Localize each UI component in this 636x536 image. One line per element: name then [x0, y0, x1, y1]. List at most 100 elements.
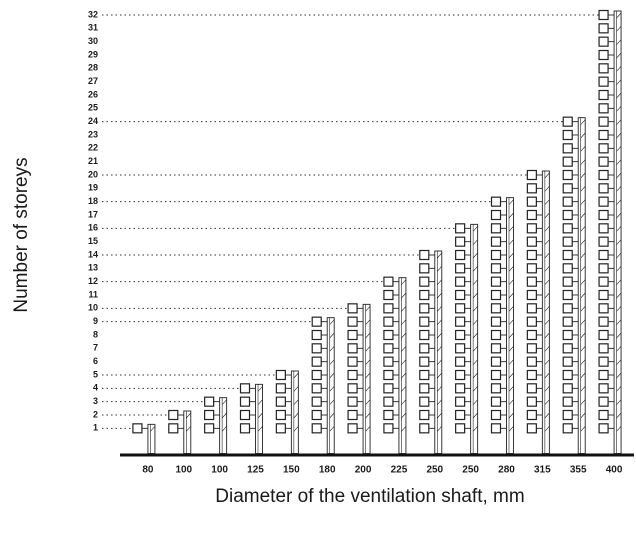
hatch	[580, 252, 586, 259]
storey-box	[490, 249, 502, 261]
y-tick-label: 17	[88, 209, 98, 219]
storey-box	[419, 383, 430, 394]
storey-box	[562, 129, 573, 141]
storey-box	[311, 409, 322, 421]
x-tick-label: 225	[391, 465, 408, 476]
hatch	[616, 279, 622, 285]
hatch	[580, 212, 586, 219]
hatch	[437, 279, 443, 285]
storey-box	[526, 423, 537, 434]
hatch	[508, 252, 514, 259]
storey-box	[526, 303, 537, 314]
hatch	[437, 399, 443, 405]
hatch	[401, 399, 407, 405]
hatch	[580, 412, 586, 419]
storey-box	[419, 276, 430, 287]
hatch	[616, 52, 622, 59]
bar	[506, 197, 514, 454]
storey-box	[347, 303, 358, 314]
hatch	[544, 252, 550, 259]
y-tick-label: 28	[88, 63, 98, 73]
hatch	[293, 426, 299, 432]
x-tick-label: 125	[247, 465, 264, 476]
storey-box	[455, 423, 466, 434]
storey-box	[598, 396, 609, 407]
x-tick-label: 150	[283, 465, 300, 476]
storey-box	[275, 423, 286, 434]
hatch	[329, 426, 335, 432]
x-tick-label: 355	[570, 465, 587, 476]
storey-box	[383, 303, 394, 314]
hatch	[365, 306, 371, 312]
hatch	[437, 266, 443, 272]
storey-box	[490, 209, 502, 221]
bar-group	[102, 249, 443, 454]
hatch	[544, 319, 550, 325]
hatch	[508, 239, 514, 245]
storey-box	[311, 383, 322, 394]
storey-box	[598, 116, 609, 127]
hatch	[544, 186, 550, 192]
storey-box	[598, 236, 609, 247]
storey-box	[455, 289, 466, 301]
x-tick-label: 100	[175, 465, 192, 476]
hatch	[616, 79, 622, 85]
hatch	[401, 386, 407, 392]
hatch	[580, 346, 586, 352]
hatch	[616, 306, 622, 312]
bar-group	[102, 396, 228, 454]
x-axis-label: Diameter of the ventilation shaft, mm	[215, 486, 524, 507]
storey-box	[598, 423, 609, 434]
storey-box	[598, 49, 609, 61]
y-axis-label: Number of storeys	[11, 157, 32, 312]
storey-box	[598, 143, 609, 154]
hatch	[401, 359, 407, 365]
storey-box	[490, 303, 502, 314]
hatch	[329, 346, 335, 352]
hatch	[616, 292, 622, 299]
hatch	[616, 186, 622, 192]
hatch	[437, 346, 443, 352]
hatch	[580, 226, 586, 232]
hatch	[257, 412, 263, 419]
bar	[577, 117, 586, 454]
hatch	[580, 399, 586, 405]
y-tick-label: 29	[88, 49, 98, 59]
storey-box	[562, 116, 573, 127]
bar	[183, 410, 192, 454]
storey-box	[598, 409, 609, 421]
storey-box	[598, 129, 609, 141]
storey-box	[598, 383, 609, 394]
y-tick-label: 7	[93, 343, 98, 353]
y-tick-label: 19	[88, 183, 98, 193]
hatch	[508, 199, 514, 205]
hatch	[580, 372, 586, 379]
hatch	[437, 292, 443, 299]
bar	[326, 317, 335, 454]
storey-box	[490, 383, 502, 394]
hatch	[508, 399, 514, 405]
storey-box	[490, 316, 502, 327]
storey-box	[598, 23, 609, 34]
hatch	[544, 359, 550, 365]
hatch	[329, 372, 335, 379]
hatch	[544, 279, 550, 285]
hatch	[437, 319, 443, 325]
hatch	[257, 426, 263, 432]
hatch	[544, 399, 550, 405]
storey-box	[562, 329, 573, 341]
hatch	[401, 346, 407, 352]
storey-box	[419, 303, 430, 314]
hatch	[508, 386, 514, 392]
hatch	[472, 426, 478, 432]
storey-box	[455, 343, 466, 354]
y-tick-label: 27	[88, 76, 98, 86]
storey-box	[562, 396, 573, 407]
y-tick-label: 9	[93, 316, 98, 326]
hatch	[329, 399, 335, 405]
storey-box	[347, 316, 358, 327]
hatch	[437, 306, 443, 312]
bar	[219, 397, 228, 454]
storey-box	[598, 289, 609, 301]
y-tick-label: 2	[93, 409, 98, 419]
